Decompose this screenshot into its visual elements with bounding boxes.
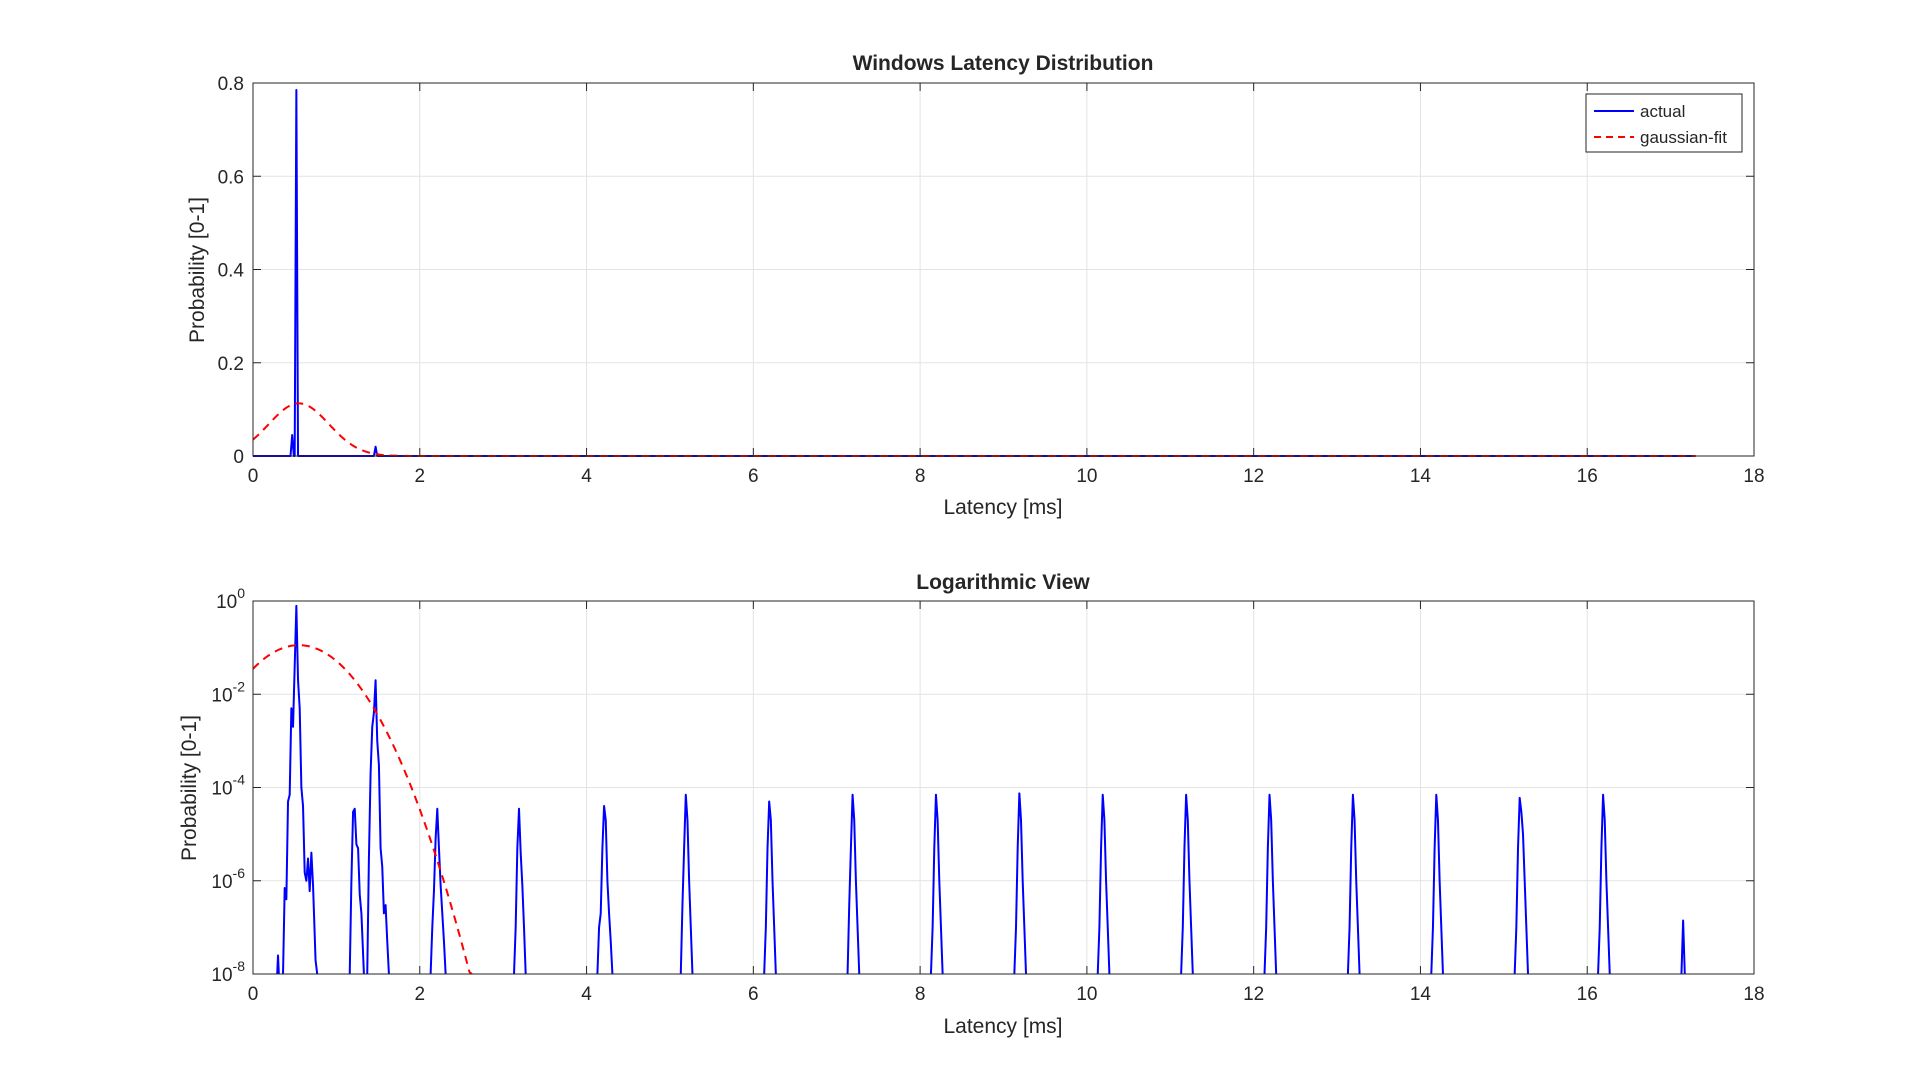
actual-series-segment [1680, 919, 1686, 975]
y-tick-exponent: -6 [233, 865, 246, 881]
x-tick-label: 10 [1076, 466, 1097, 487]
actual-series-line [253, 88, 1696, 457]
y-tick-exponent: 0 [237, 585, 245, 601]
y-tick-label: 10-2 [211, 678, 245, 706]
x-tick-label: 16 [1577, 466, 1598, 487]
log-chart-title: Logarithmic View [916, 571, 1090, 594]
x-tick-label: 14 [1410, 984, 1432, 1005]
log-x-axis-label: Latency [ms] [943, 1015, 1062, 1038]
y-tick-base: 10 [211, 872, 232, 893]
y-tick-label: 0.8 [218, 74, 244, 95]
linear-y-axis-label: Probability [0-1] [186, 197, 209, 343]
x-tick-label: 8 [915, 984, 926, 1005]
actual-series-segment [282, 604, 319, 975]
x-tick-label: 16 [1577, 984, 1598, 1005]
y-tick-base: 10 [211, 685, 232, 706]
linear-x-axis-label: Latency [ms] [943, 496, 1062, 519]
x-tick-label: 6 [748, 466, 759, 487]
actual-series-segment [763, 800, 777, 975]
actual-series-segment [1263, 793, 1278, 975]
y-tick-exponent: -2 [233, 678, 246, 694]
x-tick-label: 0 [248, 984, 259, 1005]
actual-series-segment [1096, 793, 1111, 975]
actual-series-segment [366, 679, 390, 975]
actual-series-segment [429, 807, 447, 975]
y-tick-base: 10 [211, 779, 232, 800]
x-tick-label: 14 [1410, 466, 1432, 487]
y-tick-label: 0 [233, 447, 244, 468]
x-tick-label: 2 [414, 466, 425, 487]
linear-ticks: 0 2 4 6 8 10 12 14 16 18 0 0.2 0.4 0.6 0.8 [218, 74, 1765, 487]
x-tick-label: 4 [581, 466, 592, 487]
gaussian-fit-series-line [252, 644, 473, 975]
actual-series-segment [1513, 796, 1530, 975]
x-tick-label: 12 [1243, 466, 1264, 487]
actual-series-segment [929, 793, 944, 975]
actual-series-segment [1597, 793, 1611, 975]
y-tick-label: 0.4 [218, 261, 245, 282]
actual-series-segment [846, 793, 861, 975]
x-tick-label: 6 [748, 984, 759, 1005]
x-tick-label: 2 [414, 984, 425, 1005]
linear-chart-title: Windows Latency Distribution [853, 52, 1154, 75]
legend-box [1585, 93, 1743, 153]
y-tick-exponent: -8 [233, 958, 246, 974]
y-tick-label: 0.6 [218, 167, 244, 188]
actual-series-segment [596, 805, 614, 975]
legend-actual-label: actual [1640, 102, 1685, 121]
x-tick-label: 0 [248, 466, 259, 487]
x-tick-label: 18 [1743, 466, 1764, 487]
y-tick-label: 0.2 [218, 354, 244, 375]
x-tick-label: 10 [1076, 984, 1097, 1005]
y-tick-exponent: -4 [233, 772, 246, 788]
actual-series-segment [1346, 793, 1361, 975]
actual-series-segment [1180, 793, 1194, 975]
y-tick-base: 10 [211, 965, 232, 986]
actual-series-segment [513, 807, 527, 975]
x-tick-label: 18 [1743, 984, 1764, 1005]
y-tick-label: 10-6 [211, 865, 245, 893]
x-tick-label: 4 [581, 984, 592, 1005]
actual-series-segment [348, 807, 365, 975]
y-tick-label: 10-8 [211, 958, 245, 986]
legend-gaussian-fit-label: gaussian-fit [1640, 128, 1727, 147]
actual-series-segment [1430, 793, 1444, 975]
legend: actual gaussian-fit [1585, 93, 1743, 153]
linear-axes: 0 2 4 6 8 10 12 14 16 18 0 0.2 0.4 0.6 0.8 Windows Lat… [186, 52, 1765, 519]
actual-series-segment [679, 793, 694, 975]
y-tick-base: 10 [216, 592, 237, 613]
log-series [252, 604, 1686, 975]
actual-series-segment [276, 954, 280, 975]
log-y-axis-label: Probability [0-1] [178, 715, 201, 861]
y-tick-label: 10-4 [211, 772, 245, 800]
x-tick-label: 8 [915, 466, 926, 487]
actual-series-segment [1013, 792, 1028, 975]
x-tick-label: 12 [1243, 984, 1264, 1005]
y-tick-label: 100 [216, 585, 245, 613]
